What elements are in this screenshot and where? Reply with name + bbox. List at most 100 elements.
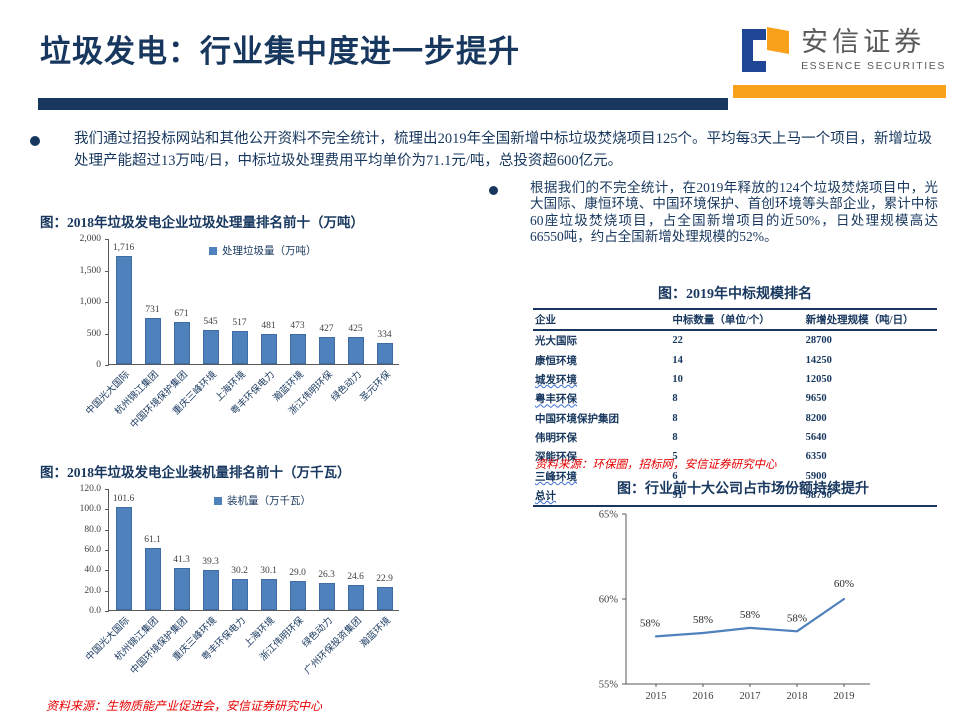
- y-tick-label: 0: [96, 360, 101, 370]
- x-tick-label: 2015: [646, 691, 667, 702]
- company-name: 城发环境: [535, 374, 577, 386]
- x-axis-labels: 中国光大国际 杭州锦江集团 中国环境保护集团 重庆三峰环境 粤丰环保电力 上海环境 浙江伟明…: [85, 611, 440, 683]
- bar-value-label: 425: [348, 324, 363, 335]
- point-value-label: 58%: [640, 617, 660, 629]
- company-name: 伟明环保: [535, 433, 577, 445]
- bullet-right: 根据我们的不完全统计，在2019年释放的124个垃圾焚烧项目中，光大国际、康恒环…: [530, 180, 938, 245]
- y-tick-mark: [105, 489, 109, 490]
- table-cell: 9650: [805, 393, 827, 405]
- table-cell: 总计: [533, 486, 671, 508]
- company-name: 总计: [535, 491, 556, 503]
- legend-swatch-icon: [214, 496, 222, 505]
- y-tick-label: 120.0: [79, 484, 101, 494]
- table-cell: 城发环境: [533, 370, 670, 389]
- col-header-scale: 新增处理规模（吨/日）: [803, 308, 937, 331]
- bar: [231, 579, 248, 610]
- y-tick-label: 20.0: [84, 585, 101, 596]
- bar: [115, 506, 132, 610]
- y-tick-label: 40.0: [84, 565, 101, 576]
- table-cell: 康恒环境: [533, 350, 670, 369]
- bar-value-label: 24.6: [347, 572, 364, 582]
- table-row: 光大国际 22 28700: [533, 330, 937, 350]
- bottom-source: 资料来源：生物质能产业促进会，安信证券研究中心: [46, 699, 323, 713]
- bar-value-label: 481: [261, 320, 276, 331]
- table-cell: 5900: [805, 470, 827, 482]
- bar: [231, 331, 248, 364]
- legend-label: 处理垃圾量（万吨）: [222, 246, 317, 257]
- x-tick-label: 2016: [693, 691, 714, 702]
- bar-value-label: 39.3: [202, 557, 219, 568]
- y-tick-mark: [105, 270, 109, 272]
- bullet-marker: [30, 136, 40, 146]
- plot: 装机量（万千瓦） 101.6 61.1 41.3 39.3 30.2 30.1 29.0 26.…: [105, 489, 399, 612]
- bid-ranking-table: 企业 中标数量（单位/个） 新增处理规模（吨/日） 光大国际 22 28700 康恒环…: [533, 308, 937, 508]
- line-chart-canvas: 65% 60% 55% 2015 2016 2017 2018 2019 58% 58% 58% 58…: [599, 510, 870, 702]
- table-cell: 12050: [805, 373, 832, 385]
- market-share-line-chart: 图：行业前十大公司占市场份额持续提升 65% 60% 55% 2015 2016 2017…: [568, 478, 918, 719]
- table-cell: 8: [672, 412, 678, 424]
- bar-value-label: 22.9: [376, 573, 393, 584]
- bar-value-label: 731: [145, 304, 160, 315]
- table-cell: 28700: [805, 335, 832, 347]
- table-cell: 光大国际: [533, 330, 670, 350]
- table-title: 图：2019年中标规模排名: [658, 287, 812, 302]
- table-cell: 8: [672, 393, 678, 405]
- bar-value-label: 334: [377, 329, 392, 340]
- y-tick-mark: [105, 333, 109, 335]
- legend-label: 装机量（万千瓦）: [227, 496, 311, 507]
- col-header-company: 企业: [533, 308, 671, 331]
- bar: [202, 570, 219, 610]
- bar-value-label: 1,716: [112, 242, 135, 253]
- x-axis-labels: 中国光大国际 杭州锦江集团 中国环境保护集团 重庆三峰环境 上海环境 粤丰环保电力 瀚蓝环境…: [85, 365, 440, 437]
- bar: [260, 333, 277, 364]
- company-name: 粤丰环保: [535, 394, 577, 406]
- table-cell: 10: [672, 373, 683, 385]
- bar-value-label: 671: [174, 308, 189, 319]
- table-cell: 三峰环境: [533, 467, 670, 486]
- company-logo: 安信证券 ESSENCE SECURITIES: [737, 22, 946, 78]
- bar: [376, 586, 393, 610]
- bar: [260, 579, 277, 610]
- point-value-label: 60%: [834, 578, 854, 590]
- table-row: 中国环境保护集团 8 8200: [533, 409, 937, 428]
- y-tick-label: 80.0: [84, 524, 101, 535]
- logo-mark-icon: [742, 27, 790, 72]
- bar: [144, 317, 161, 364]
- y-tick-mark: [105, 611, 109, 612]
- table-cell: 伟明环保: [533, 428, 670, 447]
- y-tick-label: 2,000: [79, 234, 101, 244]
- bar: [115, 255, 132, 364]
- y-tick-mark: [105, 590, 109, 592]
- bar: [318, 337, 335, 364]
- bar: [347, 337, 364, 364]
- bar-value-label: 26.3: [318, 570, 335, 581]
- chart-plot-area: 120.0 100.0 80.0 60.0 40.0 20.0 0.0 装机量（万千瓦） 101…: [62, 484, 440, 616]
- plot: 处理垃圾量（万吨） 1,716 731 671 545 517 481 473 427 425 33…: [105, 239, 399, 366]
- x-tick-label: 瀚蓝环境: [359, 615, 394, 650]
- bar-value-label: 41.3: [173, 555, 190, 566]
- company-name: 中国环境保护集团: [535, 413, 619, 425]
- y-tick-mark: [105, 529, 109, 531]
- y-tick-mark: [105, 239, 109, 240]
- header-rule-orange: [733, 85, 946, 98]
- table-cell: 5: [672, 451, 678, 463]
- table-row: 城发环境 10 12050: [533, 370, 937, 389]
- bar-value-label: 101.6: [112, 493, 135, 504]
- legend: 装机量（万千瓦）: [214, 493, 311, 508]
- y-tick-label: 1,000: [79, 297, 101, 307]
- company-name: 三峰环境: [535, 471, 577, 483]
- chart-title: 图：2018年垃圾发电企业装机量排名前十（万千瓦）: [40, 465, 351, 480]
- bar: [289, 580, 306, 610]
- table-row: 伟明环保 8 5640: [533, 428, 937, 447]
- table-row: 康恒环境 14 14250: [533, 350, 937, 369]
- x-tick-label: 2019: [834, 691, 855, 702]
- bar-value-label: 517: [232, 318, 247, 329]
- y-tick-label: 500: [86, 328, 101, 339]
- company-name: 康恒环境: [535, 355, 577, 367]
- y-tick-mark: [105, 302, 109, 303]
- bar: [173, 321, 190, 364]
- bar-value-label: 29.0: [289, 567, 306, 578]
- bar-value-label: 61.1: [144, 534, 161, 545]
- y-tick-mark: [105, 550, 109, 551]
